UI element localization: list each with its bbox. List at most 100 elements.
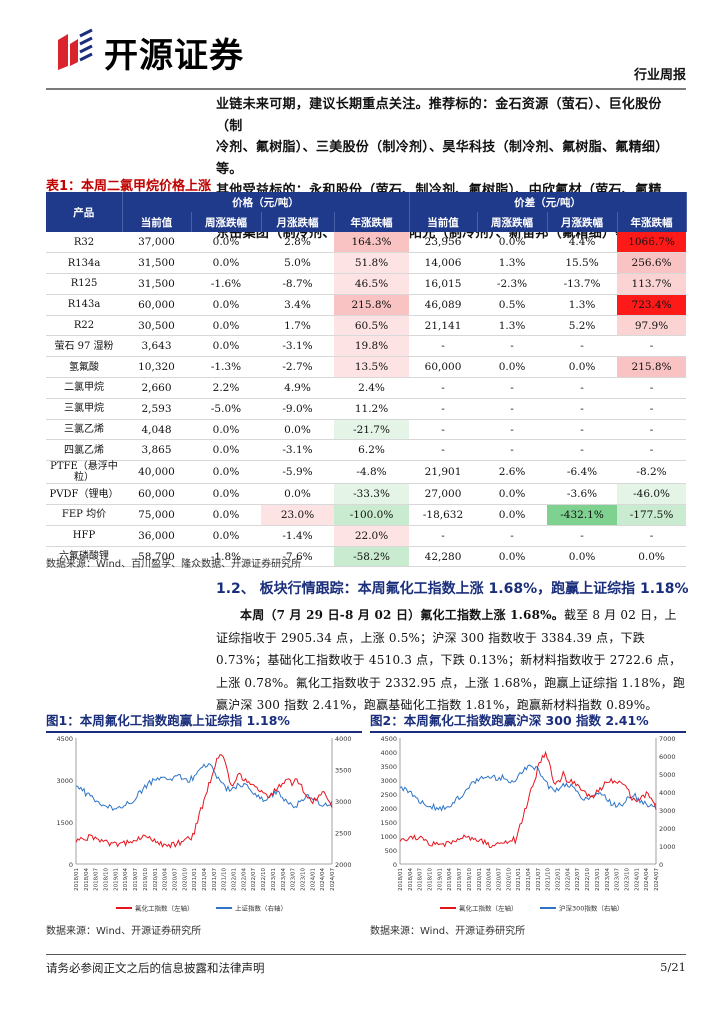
x-tick-label: 2020/10 [506, 868, 512, 891]
product-cell: R32 [46, 232, 122, 254]
legend-1-label: 氟化工指数（左轴） [135, 904, 194, 913]
product-cell: R134a [46, 252, 122, 275]
x-tick-label: 2020/01 [477, 868, 483, 891]
product-cell: 萤石 97 湿粉 [46, 335, 122, 358]
value-cell: - [617, 398, 687, 420]
product-cell: FEP 均价 [46, 504, 122, 526]
right-tick-label: 6000 [659, 753, 676, 761]
value-cell: 215.8% [334, 294, 410, 316]
value-cell: 4,048 [122, 419, 191, 441]
value-cell: 27,000 [409, 483, 478, 506]
x-tick-label: 2020/10 [182, 868, 188, 891]
x-tick-label: 2022/04 [565, 868, 571, 891]
intro-line: 业链未来可期，建议长期重点关注。推荐标的：金石资源（萤石）、巨化股份（制 [216, 97, 662, 134]
figure-2-title: 图2：本周氟化工指数跑赢沪深 300 指数 2.41% [370, 710, 686, 733]
table-row: 六氟磷酸锂 58,700 -1.8% -7.6% -58.2% 42,280 0.0% 0.0… [46, 546, 687, 568]
column-header: 当前值 [409, 212, 478, 232]
right-tick-label: 3000 [335, 798, 352, 806]
right-tick-label: 4000 [659, 789, 676, 797]
value-cell: 2.8% [261, 232, 334, 254]
x-tick-label: 2022/01 [556, 868, 562, 891]
value-cell: 1.3% [547, 294, 618, 316]
product-cell: PTFE（悬浮中粒） [46, 460, 122, 485]
x-tick-label: 2021/01 [516, 868, 522, 891]
product-cell: 三氯乙烯 [46, 419, 122, 441]
value-cell: 42,280 [409, 546, 478, 568]
value-cell: 2,593 [122, 398, 191, 420]
value-cell: - [617, 377, 687, 399]
left-tick-label: 0 [393, 861, 397, 869]
x-tick-label: 2024/01 [634, 868, 640, 891]
x-tick-label: 2023/01 [271, 868, 277, 891]
value-cell: -4.8% [334, 460, 410, 485]
table-row: 氢氟酸 10,320 -1.3% -2.7% 13.5% 60,000 0.0% 0.0% 21… [46, 356, 687, 379]
value-cell: 1.3% [477, 315, 548, 337]
value-cell: - [477, 439, 548, 462]
left-tick-label: 3000 [56, 777, 73, 785]
value-cell: -46.0% [617, 483, 687, 506]
value-cell: 60,000 [122, 294, 191, 316]
x-tick-label: 2021/10 [222, 868, 228, 891]
value-cell: -5.0% [191, 398, 261, 420]
value-cell: 97.9% [617, 315, 687, 337]
table-row: 二氯甲烷 2,660 2.2% 4.9% 2.4% - - - - [46, 377, 687, 399]
value-cell: - [547, 398, 618, 420]
value-cell: 30,500 [122, 315, 191, 337]
x-tick-label: 2023/01 [595, 868, 601, 891]
table-row: R143a 60,000 0.0% 3.4% 215.8% 46,089 0.5% 1.3% 7… [46, 294, 687, 316]
x-tick-label: 2021/07 [212, 868, 218, 891]
footer-divider [46, 954, 686, 955]
value-cell: - [547, 419, 618, 441]
value-cell: -58.2% [334, 546, 410, 568]
value-cell: -33.3% [334, 483, 410, 506]
product-cell: PVDF（锂电） [46, 483, 122, 506]
table-number: 表1： [46, 179, 82, 194]
table-title: 表1：本周二氯甲烷价格上涨 [46, 175, 211, 194]
x-tick-label: 2023/04 [605, 868, 611, 891]
value-cell: - [409, 335, 478, 358]
x-tick-label: 2024/01 [310, 868, 316, 891]
right-tick-label: 0 [659, 861, 663, 869]
x-tick-label: 2019/10 [143, 868, 149, 891]
value-cell: 2.4% [334, 377, 410, 399]
value-cell: 58,700 [122, 546, 191, 568]
x-tick-label: 2021/10 [546, 868, 552, 891]
value-cell: 2,660 [122, 377, 191, 399]
value-cell: - [477, 525, 548, 547]
value-cell: 164.3% [334, 232, 410, 254]
value-cell: -100.0% [334, 504, 410, 526]
value-cell: 15.5% [547, 252, 618, 275]
legend-2-label: 上证指数（右轴） [235, 904, 287, 913]
product-cell: 六氟磷酸锂 [46, 546, 122, 568]
x-tick-label: 2022/07 [575, 868, 581, 891]
figure-1-chart: 4500 3000 1500 0 4000 3500 3000 2500 2000 2018/01… [56, 735, 352, 913]
logo-text: 开源证券 [104, 36, 244, 76]
product-cell: 二氯甲烷 [46, 377, 122, 399]
product-cell: 氢氟酸 [46, 356, 122, 379]
right-tick-label: 2000 [659, 825, 676, 833]
left-tick-label: 1500 [380, 819, 397, 827]
value-cell: 1.3% [477, 252, 548, 275]
value-cell: 0.0% [191, 460, 261, 485]
value-cell: - [547, 335, 618, 358]
value-cell: 1066.7% [617, 232, 687, 254]
x-tick-label: 2020/04 [487, 868, 493, 891]
product-cell: 四氯乙烯 [46, 439, 122, 462]
price-table: 产品 价格（元/吨） 价差（元/吨） 当前值 周涨跌幅 月涨跌幅 年涨跌幅 当前值 周涨跌… [46, 192, 687, 568]
x-tick-label: 2022/10 [261, 868, 267, 891]
value-cell: - [477, 398, 548, 420]
value-cell: -6.4% [547, 460, 618, 485]
left-tick-label: 3000 [380, 777, 397, 785]
value-cell: -2.3% [477, 273, 548, 295]
right-tick-label: 4000 [335, 735, 352, 743]
product-cell: R22 [46, 315, 122, 337]
value-cell: -9.0% [261, 398, 334, 420]
value-cell: 723.4% [617, 294, 687, 316]
kaiyuan-logo-icon [58, 28, 93, 70]
table-row: R125 31,500 -1.6% -8.7% 46.5% 16,015 -2.3% -13.… [46, 273, 687, 295]
column-header: 年涨跌幅 [617, 212, 687, 232]
value-cell: 0.0% [191, 504, 261, 526]
x-tick-label: 2023/07 [615, 868, 621, 891]
column-header: 周涨跌幅 [477, 212, 548, 232]
header-divider [46, 88, 686, 90]
